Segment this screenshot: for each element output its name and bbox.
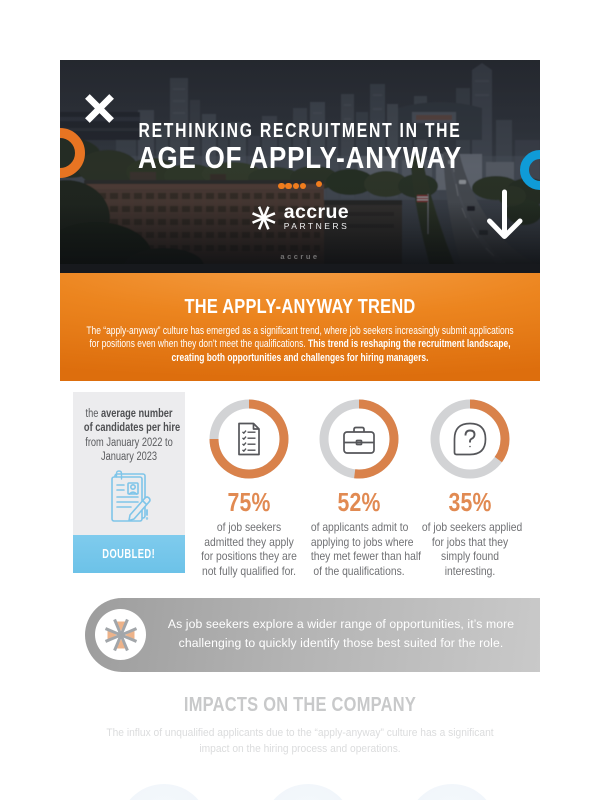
stat-75-percent: 75% of job seekers admitted they apply f… (193, 399, 305, 578)
impacts-body: The influx of unqualified applicants due… (21, 726, 579, 757)
impacts-title: IMPACTS ON THE COMPANY (183, 693, 417, 716)
accrue-logo-mark-icon (251, 206, 276, 231)
logo-name-text: accrue (283, 201, 350, 223)
x-mark-icon (85, 94, 114, 123)
briefcase-icon (343, 426, 375, 454)
hero-header: accrue RETHINKING RECRUITMENT IN THE AGE… (60, 60, 540, 273)
accrue-partners-logo: accrue PARTNERS (60, 201, 540, 237)
stat-caption: of job seekers admitted they apply for p… (201, 520, 297, 578)
trend-body-line: for positions even when they don’t meet … (89, 338, 511, 351)
dots-decoration (60, 180, 540, 193)
stat-percent-value: 75% (227, 487, 271, 517)
question-bubble-icon (453, 422, 487, 456)
hero-title-line1: RETHINKING RECRUITMENT IN THE (138, 120, 462, 142)
dot-icon (292, 182, 300, 189)
doubled-badge: DOUBLED! (73, 534, 185, 573)
donut-ring (209, 399, 289, 479)
trend-body-line: creating both opportunities and challeng… (171, 352, 429, 365)
dot-icon (278, 182, 285, 189)
callout-banner: As job seekers explore a wider range of … (85, 598, 540, 672)
trend-body: The “apply-anyway” culture has emerged a… (70, 325, 530, 367)
stat-caption: of job seekers applied for jobs that the… (421, 520, 523, 578)
donut-ring (430, 399, 510, 479)
faded-circle-decoration (119, 784, 209, 800)
trend-title: THE APPLY-ANYWAY TREND (184, 295, 416, 318)
dot-icon (299, 182, 307, 189)
trend-body-line: The “apply-anyway” culture has emerged a… (86, 324, 514, 337)
faded-circle-decoration (407, 784, 497, 800)
donut-chart-52 (319, 399, 399, 479)
dot-icon (285, 182, 292, 189)
blue-ring-decoration (520, 150, 540, 190)
dot-icon (315, 180, 322, 187)
candidates-card: the average number of candidates per hir… (73, 392, 185, 573)
stat-35-percent: 35% of job seekers applied for jobs that… (414, 399, 526, 578)
donut-chart-75 (209, 399, 289, 479)
rooftop-sign-text: accrue (280, 252, 320, 261)
stat-caption: of applicants admit to applying to jobs … (310, 520, 421, 578)
donut-ring (319, 399, 399, 479)
doubled-text: DOUBLED! (102, 545, 156, 561)
city-photo (60, 60, 540, 273)
donut-chart-35 (430, 399, 510, 479)
accrue-mark-badge (95, 609, 146, 660)
orange-ring-decoration (60, 128, 85, 178)
faded-circle-decoration (263, 784, 353, 800)
resume-icon (111, 470, 151, 522)
trend-banner: THE APPLY-ANYWAY TREND The “apply-anyway… (60, 273, 540, 381)
callout-text: As job seekers explore a wider range of … (167, 617, 515, 650)
impacts-body-line: The influx of unqualified applicants due… (106, 727, 494, 739)
document-check-icon (238, 422, 260, 456)
stat-52-percent: 52% of applicants admit to applying to j… (303, 399, 421, 578)
impacts-body-line: impact on the hiring process and operati… (199, 742, 401, 755)
accrue-mark-colored-icon (103, 618, 138, 652)
hero-title-line2: AGE OF APPLY-ANYWAY (137, 140, 463, 175)
stat-percent-value: 35% (448, 487, 492, 517)
logo-inner: accrue PARTNERS (251, 201, 350, 231)
down-arrow-icon (487, 189, 523, 239)
stat-percent-value: 52% (337, 487, 381, 517)
candidates-card-text: the average number of candidates per hir… (83, 408, 181, 463)
logo-subname-text: PARTNERS (283, 221, 350, 231)
